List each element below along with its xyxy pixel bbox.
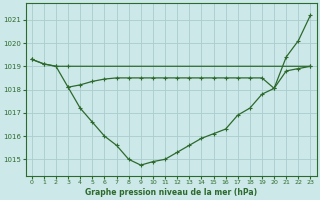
X-axis label: Graphe pression niveau de la mer (hPa): Graphe pression niveau de la mer (hPa) bbox=[85, 188, 257, 197]
